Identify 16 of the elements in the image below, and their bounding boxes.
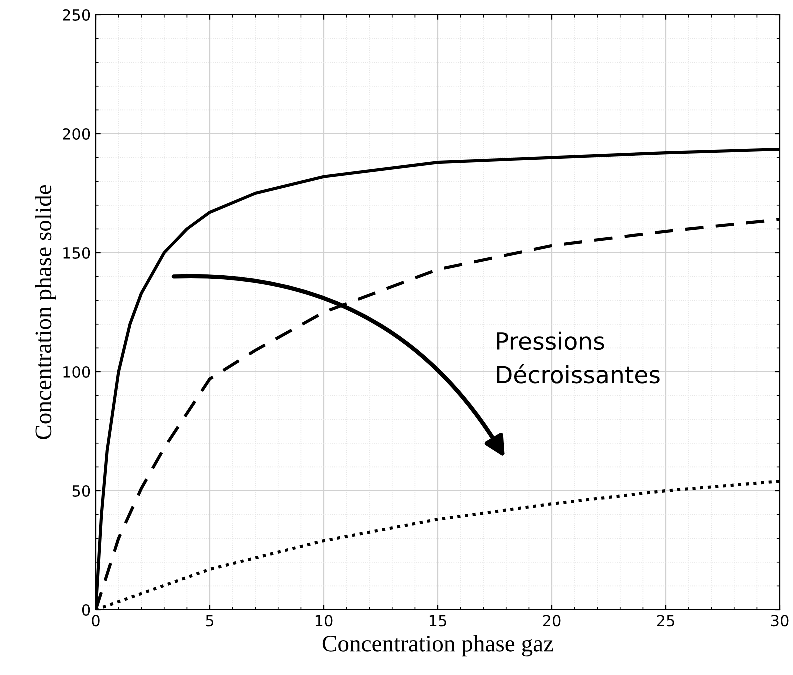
x-tick-label: 15 [430,615,446,627]
y-tick-label: 150 [64,247,90,260]
y-tick-label: 100 [64,366,90,378]
x-tick-label: 5 [206,615,214,627]
x-tick-label: 25 [657,615,674,627]
y-axis-title: Concentration phase solide [35,185,56,440]
annotation: Pressions Décroissantes [497,332,660,384]
x-tick-label: 0 [92,615,100,627]
y-tick-label: 50 [72,485,90,498]
y-tick-label: 0 [82,604,90,616]
y-tick-label: 200 [63,128,90,140]
x-axis-title: Concentration phase gaz [322,635,554,657]
x-tick-label: 30 [771,615,789,627]
x-tick-label: 10 [316,615,333,627]
y-tick-label: 250 [63,9,90,22]
x-tick-label: 20 [543,615,561,627]
